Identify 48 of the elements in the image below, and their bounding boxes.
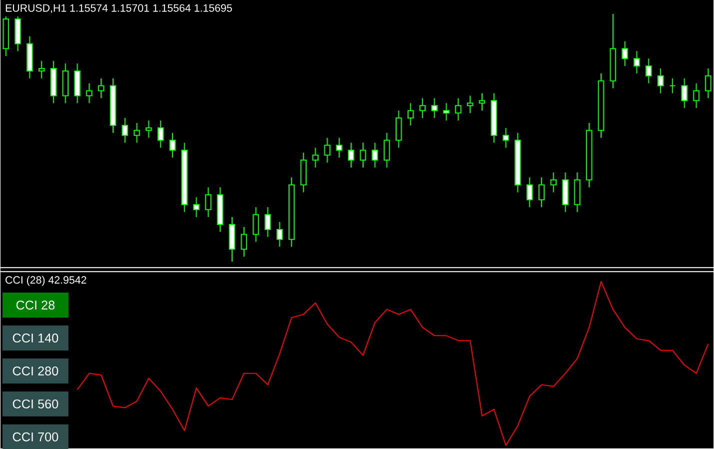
annotation: CCI 560 bbox=[12, 399, 58, 408]
candlestick bbox=[348, 142, 354, 168]
annotation: CCI 280 bbox=[12, 366, 58, 376]
chart-title: CCI (28) 42.9542 bbox=[6, 276, 86, 286]
candlestick bbox=[396, 110, 402, 148]
candlestick bbox=[252, 206, 259, 242]
candlestick bbox=[240, 226, 248, 257]
candlestick bbox=[407, 102, 414, 126]
candlestick bbox=[384, 132, 390, 168]
candlestick bbox=[336, 137, 342, 158]
candlestick bbox=[526, 176, 533, 208]
candlestick bbox=[276, 221, 283, 248]
candlestick bbox=[657, 68, 664, 94]
candlestick bbox=[38, 60, 45, 79]
candlestick bbox=[550, 172, 557, 193]
candlestick bbox=[324, 137, 330, 163]
annotation: CCI 28 bbox=[16, 300, 55, 310]
candlestick bbox=[478, 92, 486, 111]
candlestick bbox=[634, 50, 640, 74]
candlestick bbox=[372, 142, 378, 168]
candlestick bbox=[134, 122, 140, 144]
candlestick bbox=[538, 176, 545, 208]
candlestick bbox=[157, 120, 164, 148]
candlestick bbox=[622, 40, 628, 66]
candlestick bbox=[455, 98, 462, 121]
candlestick bbox=[146, 120, 152, 138]
candlestick bbox=[205, 186, 212, 218]
candlestick bbox=[98, 78, 104, 99]
candlestick bbox=[419, 98, 426, 118]
candlestick bbox=[693, 82, 700, 108]
chart-title: EURUSD,H1 1.15574 1.15701 1.15564 1.15695 bbox=[6, 4, 232, 13]
annotation: CCI 140 bbox=[12, 333, 58, 342]
candlestick bbox=[705, 68, 712, 99]
candlestick bbox=[360, 142, 366, 168]
candlestick bbox=[669, 78, 676, 94]
candlestick bbox=[122, 117, 128, 144]
candlestick bbox=[681, 78, 688, 108]
candlestick bbox=[312, 147, 318, 168]
candlestick bbox=[466, 95, 474, 114]
candlestick bbox=[193, 196, 200, 218]
candlestick bbox=[264, 206, 271, 238]
candlestick bbox=[169, 132, 176, 158]
candlestick bbox=[86, 82, 92, 104]
candlestick bbox=[443, 102, 450, 121]
candlestick bbox=[502, 127, 509, 148]
candlestick bbox=[431, 98, 438, 118]
annotation: CCI 700 bbox=[12, 432, 58, 442]
candlestick bbox=[646, 58, 652, 84]
